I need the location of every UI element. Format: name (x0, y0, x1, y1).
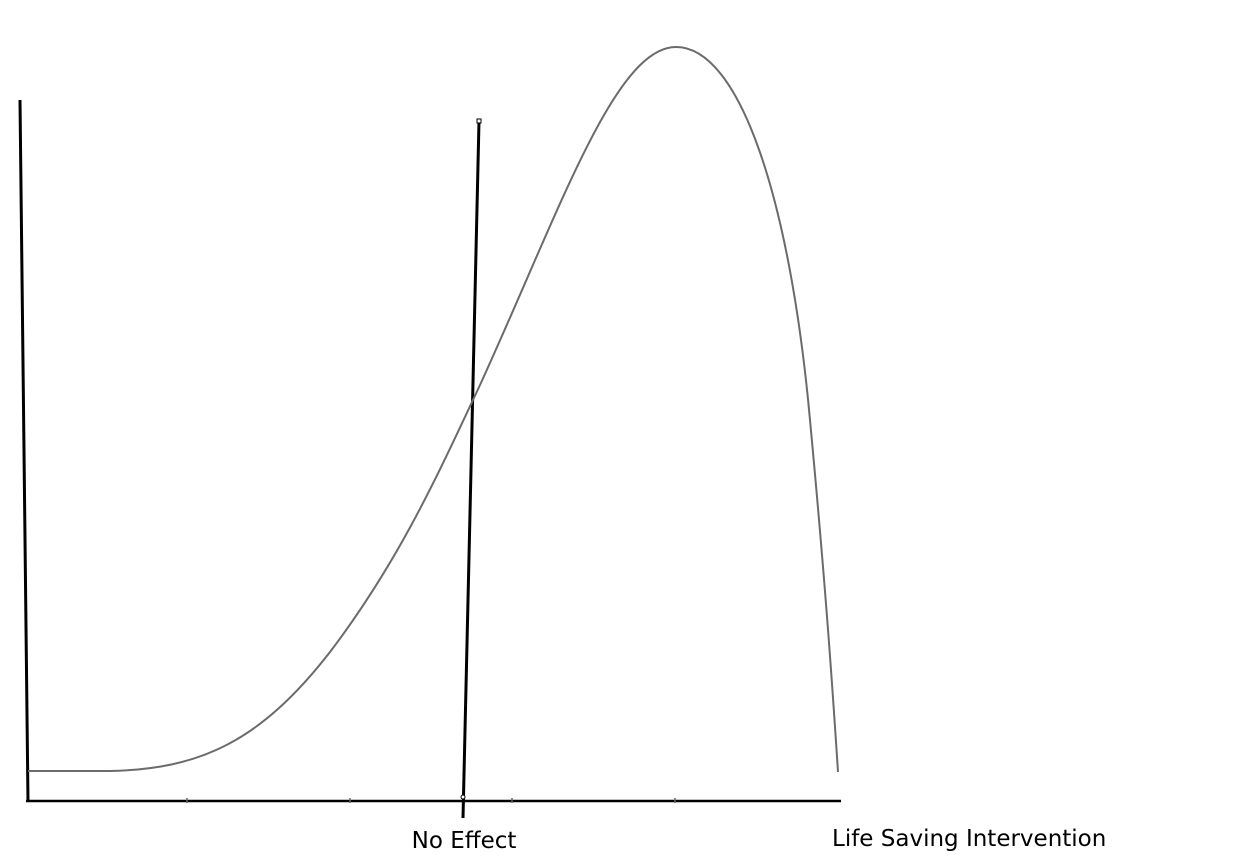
life-saving-label: Life Saving Intervention (832, 826, 1106, 852)
line-handle (460, 794, 466, 800)
no-effect-label: No Effect (412, 828, 517, 854)
line-handle (476, 118, 482, 124)
left-axis (18, 99, 30, 803)
curve (28, 45, 839, 773)
baseline-ticks (186, 798, 676, 803)
no-effect-line (461, 120, 481, 819)
